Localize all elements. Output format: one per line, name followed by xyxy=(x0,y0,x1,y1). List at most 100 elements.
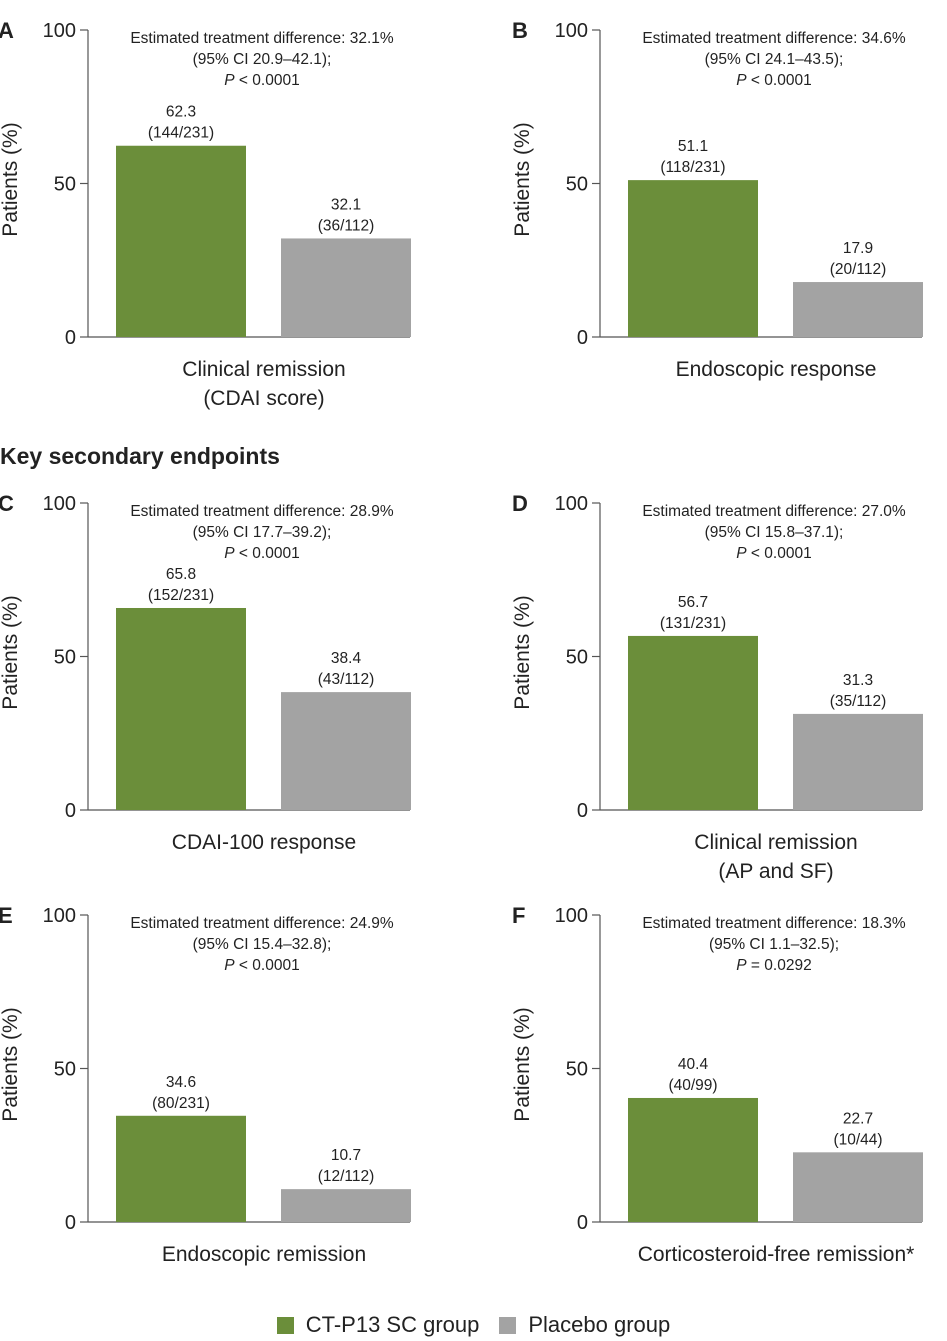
y-tick-label: 50 xyxy=(54,1059,76,1081)
bar-value-label: 31.3 xyxy=(843,672,873,689)
annotation-line: Estimated treatment difference: 32.1% xyxy=(130,30,394,47)
bar-value-label: 22.7 xyxy=(843,1110,873,1127)
panel-letter: B xyxy=(512,18,528,43)
bar-value-label: 62.3 xyxy=(166,104,196,121)
bar-fraction-label: (131/231) xyxy=(660,615,726,632)
panel-letter: D xyxy=(512,491,528,516)
annotation-line: (95% CI 15.4–32.8); xyxy=(193,936,332,953)
y-tick-label: 0 xyxy=(65,800,76,822)
annotation-line: P < 0.0001 xyxy=(224,957,299,974)
annotation-line: (95% CI 17.7–39.2); xyxy=(193,524,332,541)
y-tick-label: 0 xyxy=(65,327,76,349)
bar-fraction-label: (12/112) xyxy=(318,1168,375,1185)
legend: CT-P13 SC group Placebo group xyxy=(0,1312,947,1338)
category-label: Clinical remission xyxy=(694,831,857,854)
legend-swatch-placebo xyxy=(499,1316,517,1334)
bar-value-label: 34.6 xyxy=(166,1074,196,1091)
y-tick-label: 50 xyxy=(566,647,588,669)
annotation-line: (95% CI 24.1–43.5); xyxy=(705,51,844,68)
y-tick-label: 100 xyxy=(43,20,76,42)
bar-placebo xyxy=(793,713,923,810)
annotation-line: (95% CI 1.1–32.5); xyxy=(709,936,839,953)
annotation-line: P < 0.0001 xyxy=(736,545,811,562)
panel-a: A 0 50 100 Patients (%) Estimated treatment d… xyxy=(0,18,411,410)
annotation-line: Estimated treatment difference: 24.9% xyxy=(130,915,394,932)
legend-item-ctp13: CT-P13 SC group xyxy=(276,1312,480,1338)
y-tick-label: 100 xyxy=(43,905,76,927)
bar-placebo xyxy=(281,1189,411,1222)
panel-d: D 0 50 100 Patients (%) Estimated treatment d… xyxy=(511,491,923,883)
annotation-line: Estimated treatment difference: 18.3% xyxy=(642,915,906,932)
panel-b: B 0 50 100 Patients (%) Estimated treatment d… xyxy=(511,18,923,381)
bar-fraction-label: (40/99) xyxy=(668,1077,717,1094)
y-tick-label: 100 xyxy=(555,905,588,927)
y-axis-label: Patients (%) xyxy=(511,1007,534,1121)
bar-value-label: 40.4 xyxy=(678,1056,709,1073)
bar-fraction-label: (152/231) xyxy=(148,587,214,604)
bar-value-label: 10.7 xyxy=(331,1147,361,1164)
panel-f: F 0 50 100 Patients (%) Estimated treatment d… xyxy=(511,903,923,1266)
category-label: Endoscopic remission xyxy=(162,1243,366,1266)
y-axis-label: Patients (%) xyxy=(0,1007,22,1121)
bar-placebo xyxy=(793,282,923,337)
y-tick-label: 0 xyxy=(65,1212,76,1234)
category-label: (CDAI score) xyxy=(203,387,324,410)
annotation-line: P = 0.0292 xyxy=(736,957,811,974)
annotation-line: P < 0.0001 xyxy=(224,72,299,89)
annotation-line: Estimated treatment difference: 34.6% xyxy=(642,30,906,47)
annotation-line: Estimated treatment difference: 27.0% xyxy=(642,503,906,520)
y-tick-label: 0 xyxy=(577,1212,588,1234)
bar-placebo xyxy=(281,238,411,337)
panel-e: E 0 50 100 Patients (%) Estimated treatment d… xyxy=(0,903,411,1266)
panel-letter: A xyxy=(0,18,14,43)
bar-fraction-label: (118/231) xyxy=(660,159,725,176)
bar-fraction-label: (144/231) xyxy=(148,125,214,142)
category-label: Clinical remission xyxy=(182,358,345,381)
category-label: CDAI-100 response xyxy=(172,831,356,854)
annotation-line: (95% CI 20.9–42.1); xyxy=(193,51,332,68)
bar-ctp13 xyxy=(116,1115,246,1222)
y-tick-label: 100 xyxy=(555,20,588,42)
bar-fraction-label: (80/231) xyxy=(152,1095,210,1112)
bar-ctp13 xyxy=(116,145,246,337)
y-axis-label: Patients (%) xyxy=(0,595,22,709)
y-axis-label: Patients (%) xyxy=(511,595,534,709)
panel-letter: F xyxy=(512,903,525,928)
section-heading: Key secondary endpoints xyxy=(0,443,280,469)
panel-c: C 0 50 100 Patients (%) Estimated treatment d… xyxy=(0,491,411,854)
panel-letter: C xyxy=(0,491,14,516)
bar-ctp13 xyxy=(116,607,246,810)
bar-ctp13 xyxy=(628,635,758,810)
category-label: (AP and SF) xyxy=(718,860,833,883)
category-label: Endoscopic response xyxy=(676,358,877,381)
y-tick-label: 50 xyxy=(54,174,76,196)
bar-value-label: 17.9 xyxy=(843,240,873,257)
bar-fraction-label: (43/112) xyxy=(318,671,375,688)
annotation-line: Estimated treatment difference: 28.9% xyxy=(130,503,394,520)
y-tick-label: 50 xyxy=(566,174,588,196)
legend-label-placebo: Placebo group xyxy=(528,1312,671,1337)
bar-placebo xyxy=(793,1152,923,1222)
annotation-line: (95% CI 15.8–37.1); xyxy=(705,524,844,541)
bar-fraction-label: (35/112) xyxy=(830,693,887,710)
category-label: Corticosteroid-free remission* xyxy=(638,1243,915,1266)
bar-value-label: 38.4 xyxy=(331,650,362,667)
y-tick-label: 100 xyxy=(43,493,76,515)
y-tick-label: 50 xyxy=(54,647,76,669)
bar-fraction-label: (10/44) xyxy=(833,1131,882,1148)
bar-value-label: 32.1 xyxy=(331,196,361,213)
bar-ctp13 xyxy=(628,1097,758,1222)
bar-ctp13 xyxy=(628,180,758,337)
panel-letter: E xyxy=(0,903,13,928)
y-tick-label: 100 xyxy=(555,493,588,515)
y-tick-label: 0 xyxy=(577,327,588,349)
bar-fraction-label: (36/112) xyxy=(318,217,375,234)
bar-value-label: 51.1 xyxy=(678,138,708,155)
y-tick-label: 50 xyxy=(566,1059,588,1081)
y-axis-label: Patients (%) xyxy=(511,122,534,236)
annotation-line: P < 0.0001 xyxy=(224,545,299,562)
bar-fraction-label: (20/112) xyxy=(830,261,887,278)
legend-label-ctp13: CT-P13 SC group xyxy=(305,1312,480,1337)
bar-value-label: 56.7 xyxy=(678,594,708,611)
